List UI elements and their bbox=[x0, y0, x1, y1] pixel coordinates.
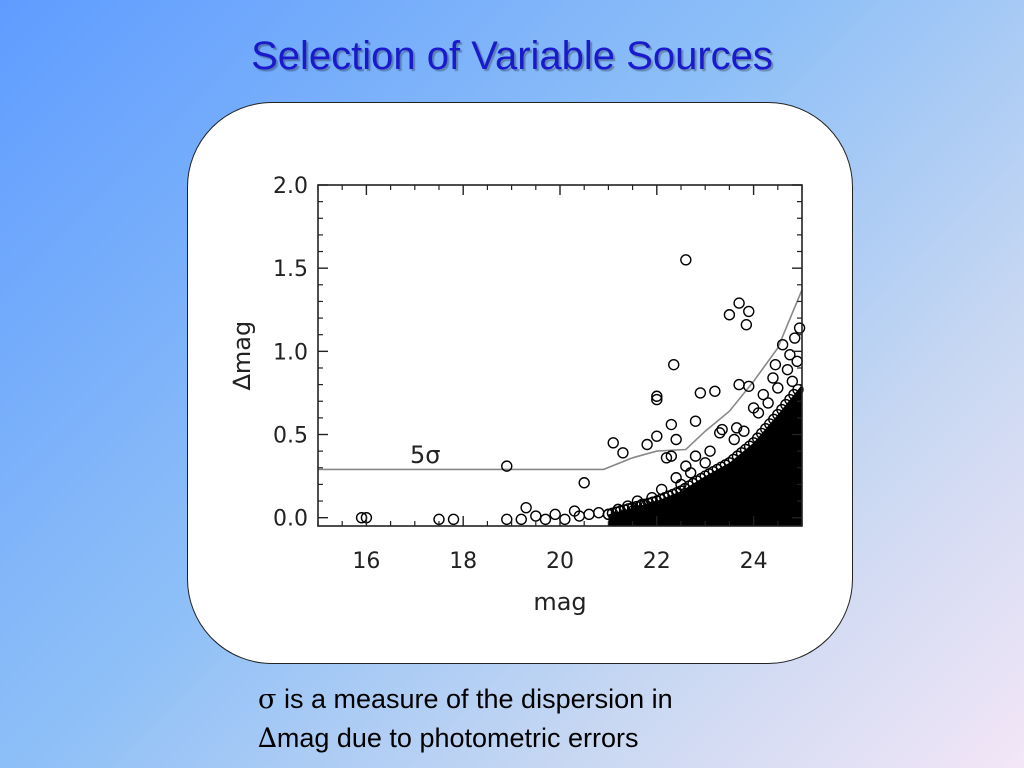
data-point bbox=[665, 418, 678, 431]
data-point bbox=[762, 397, 774, 409]
data-point bbox=[626, 505, 639, 517]
data-point bbox=[593, 506, 605, 519]
data-point bbox=[501, 460, 513, 472]
data-point bbox=[651, 430, 663, 442]
data-point bbox=[694, 387, 707, 399]
data-point bbox=[789, 332, 801, 344]
data-point bbox=[776, 338, 789, 351]
data-point bbox=[684, 467, 697, 479]
data-point bbox=[781, 363, 794, 376]
data-point bbox=[752, 407, 765, 419]
data-point bbox=[602, 508, 615, 521]
data-point bbox=[728, 433, 740, 446]
y-tick-label: 0.5 bbox=[273, 424, 308, 449]
data-point bbox=[786, 375, 799, 387]
data-point bbox=[583, 508, 595, 521]
chart-frame: 16 18 20 22 24 0.0 0.5 1.0 1.5 2.0 5σ mag ∆mag bbox=[187, 102, 853, 664]
data-point bbox=[520, 502, 532, 514]
caption-text-1: is a measure of the dispersion in bbox=[276, 684, 673, 714]
data-point bbox=[641, 438, 653, 451]
x-tick-label: 18 bbox=[449, 549, 477, 574]
data-point bbox=[740, 319, 753, 331]
y-tick-label: 1.5 bbox=[273, 257, 308, 282]
x-tick-label: 22 bbox=[643, 549, 671, 574]
data-point bbox=[757, 388, 769, 401]
y-tick-label: 1.0 bbox=[273, 340, 308, 365]
data-point bbox=[675, 478, 687, 491]
data-point bbox=[578, 477, 590, 489]
data-point bbox=[651, 393, 663, 406]
data-point bbox=[767, 372, 779, 384]
sigma-symbol: σ bbox=[258, 684, 277, 715]
data-point bbox=[539, 513, 552, 526]
data-point bbox=[668, 358, 680, 371]
data-point bbox=[791, 355, 803, 368]
data-point bbox=[709, 385, 721, 397]
data-point bbox=[704, 445, 716, 457]
data-point bbox=[665, 450, 678, 462]
data-point bbox=[733, 378, 745, 391]
y-tick-label: 0.0 bbox=[273, 507, 308, 532]
data-point bbox=[549, 508, 561, 521]
data-point bbox=[646, 492, 658, 504]
data-point bbox=[559, 513, 571, 526]
threshold-curve-group bbox=[318, 289, 803, 471]
data-point bbox=[730, 422, 743, 434]
data-point bbox=[733, 297, 745, 309]
caption: σ is a measure of the dispersion in ∆mag… bbox=[258, 680, 858, 758]
data-point bbox=[617, 447, 629, 459]
data-point bbox=[784, 348, 796, 361]
scatter-chart: 16 18 20 22 24 0.0 0.5 1.0 1.5 2.0 5σ mag ∆mag bbox=[228, 174, 806, 616]
data-point bbox=[607, 437, 619, 449]
x-axis-label: mag bbox=[533, 588, 586, 616]
caption-line-1: σ is a measure of the dispersion in bbox=[258, 680, 858, 719]
data-point bbox=[793, 322, 806, 334]
data-point bbox=[515, 513, 527, 526]
data-point bbox=[655, 483, 668, 496]
data-point bbox=[636, 498, 648, 511]
threshold-curve-5sigma bbox=[318, 289, 803, 471]
x-tick-label: 24 bbox=[740, 549, 768, 574]
data-point bbox=[689, 450, 702, 462]
data-point bbox=[660, 452, 673, 464]
data-point bbox=[743, 305, 755, 318]
slide-title: Selection of Variable Sources bbox=[251, 34, 773, 78]
data-point bbox=[714, 427, 726, 439]
data-point bbox=[769, 358, 782, 371]
axes-group: 16 18 20 22 24 0.0 0.5 1.0 1.5 2.0 bbox=[273, 174, 803, 574]
y-axis-label: ∆mag bbox=[228, 321, 256, 391]
data-point bbox=[530, 510, 542, 522]
data-point bbox=[501, 513, 513, 526]
threshold-annotation: 5σ bbox=[410, 441, 440, 469]
data-point bbox=[447, 513, 460, 526]
scatter-points bbox=[355, 254, 806, 526]
caption-text-2: mag due to photometric errors bbox=[276, 723, 639, 753]
dense-point-cloud-fill bbox=[608, 384, 802, 526]
delta-symbol: ∆ bbox=[258, 723, 277, 754]
data-point bbox=[680, 254, 692, 266]
caption-line-2: ∆mag due to photometric errors bbox=[258, 719, 858, 758]
data-point bbox=[743, 380, 755, 392]
data-point bbox=[723, 309, 736, 321]
x-tick-label: 16 bbox=[352, 549, 380, 574]
data-point bbox=[670, 472, 682, 484]
data-point bbox=[772, 382, 784, 394]
data-point bbox=[612, 503, 624, 516]
data-point bbox=[680, 460, 692, 472]
x-tick-label: 20 bbox=[546, 549, 574, 574]
data-point bbox=[738, 425, 750, 437]
data-point bbox=[689, 415, 702, 427]
data-point bbox=[670, 433, 682, 446]
data-point bbox=[651, 390, 663, 402]
data-point bbox=[699, 457, 711, 469]
data-point bbox=[716, 423, 728, 436]
y-tick-label: 2.0 bbox=[273, 174, 308, 199]
